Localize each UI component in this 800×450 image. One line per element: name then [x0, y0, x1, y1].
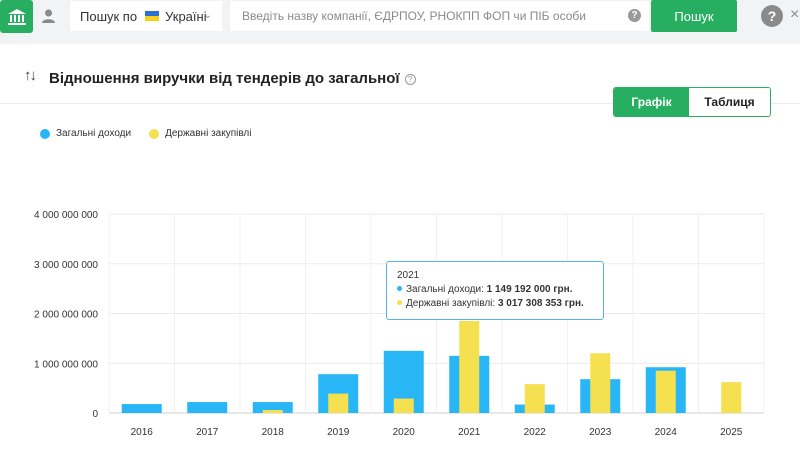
card-header: ↑↓ Відношення виручки від тендерів до за…: [0, 44, 800, 104]
x-tick-label: 2019: [327, 427, 350, 438]
tooltip-income: Загальні доходи: 1 149 192 000 грн.: [397, 284, 593, 295]
x-tick-label: 2025: [720, 427, 743, 438]
tooltip-procurement-dot: [397, 300, 402, 305]
bar-procurement: [524, 384, 545, 413]
bank-icon: [7, 8, 26, 25]
country-select[interactable]: Пошук по Україні ⌄: [70, 1, 222, 31]
bar-income: [121, 404, 162, 413]
bar-income: [187, 402, 228, 413]
country-name: Україні: [165, 8, 207, 24]
legend-dot-procurement: [149, 128, 160, 139]
bar-procurement: [655, 370, 676, 413]
y-tick-label: 2 000 000 000: [34, 310, 98, 321]
legend-item-procurement[interactable]: Державні закупівлі: [149, 128, 252, 139]
bar-procurement: [459, 321, 480, 413]
x-tick-label: 2021: [458, 427, 481, 438]
chart-legend: Загальні доходи Державні закупівлі: [40, 128, 270, 139]
bar-procurement: [262, 410, 283, 413]
x-tick-label: 2023: [589, 427, 612, 438]
y-tick-label: 3 000 000 000: [34, 260, 98, 271]
top-bar: Пошук по Україні ⌄ ? Пошук ? ×: [0, 0, 800, 33]
legend-label-income: Загальні доходи: [56, 128, 132, 139]
tooltip-income-label: Загальні доходи:: [406, 284, 484, 295]
x-tick-label: 2024: [655, 427, 678, 438]
search-button[interactable]: Пошук: [651, 0, 737, 32]
legend-item-income[interactable]: Загальні доходи: [40, 128, 131, 139]
chevron-down-icon: ⌄: [203, 10, 212, 21]
tooltip-procurement-value: 3 017 308 353 грн.: [497, 298, 584, 309]
user-icon: [41, 9, 55, 23]
bar-procurement: [721, 382, 742, 413]
ukraine-flag-icon: [145, 11, 160, 21]
y-tick-label: 4 000 000 000: [34, 210, 98, 221]
chart-tooltip: 2021 Загальні доходи: 1 149 192 000 грн.…: [386, 261, 604, 320]
x-tick-label: 2018: [262, 427, 285, 438]
info-icon[interactable]: ?: [404, 74, 416, 85]
tooltip-income-value: 1 149 192 000 грн.: [486, 284, 573, 295]
home-button[interactable]: [0, 0, 33, 33]
bar-procurement: [590, 353, 611, 413]
bar-income: [252, 402, 293, 413]
close-icon[interactable]: ×: [790, 6, 800, 23]
legend-dot-income: [40, 128, 50, 139]
legend-label-procurement: Державні закупівлі: [165, 128, 252, 139]
sort-arrows-icon[interactable]: ↑↓: [24, 67, 37, 84]
y-tick-label: 0: [92, 409, 98, 420]
card-title: Відношення виручки від тендерів до загал…: [49, 70, 416, 87]
view-toggle: Графік Таблиця: [613, 87, 771, 117]
x-tick-label: 2017: [196, 427, 219, 438]
x-tick-label: 2020: [393, 427, 416, 438]
help-icon[interactable]: ?: [761, 5, 783, 27]
y-tick-label: 1 000 000 000: [34, 359, 98, 370]
search-box: ?: [230, 1, 649, 31]
bar-procurement: [328, 393, 349, 413]
bar-procurement: [393, 398, 414, 413]
x-tick-label: 2022: [524, 427, 547, 438]
user-button[interactable]: [36, 3, 60, 29]
bar-chart: 0 1 000 000 000 2 000 000 000 3 000 000 000…: [34, 210, 765, 438]
card-title-text: Відношення виручки від тендерів до загал…: [49, 70, 400, 87]
tab-table[interactable]: Таблиця: [689, 88, 770, 116]
tab-chart[interactable]: Графік: [614, 88, 689, 116]
tooltip-year: 2021: [397, 270, 420, 281]
tooltip-procurement-label: Державні закупівлі:: [406, 298, 496, 309]
country-prefix: Пошук по: [80, 8, 138, 24]
search-input[interactable]: [230, 2, 610, 30]
tooltip-procurement: Державні закупівлі: 3 017 308 353 грн.: [397, 298, 593, 309]
tooltip-income-dot: [397, 286, 402, 291]
x-tick-label: 2016: [131, 427, 154, 438]
search-help-icon[interactable]: ?: [628, 9, 641, 22]
